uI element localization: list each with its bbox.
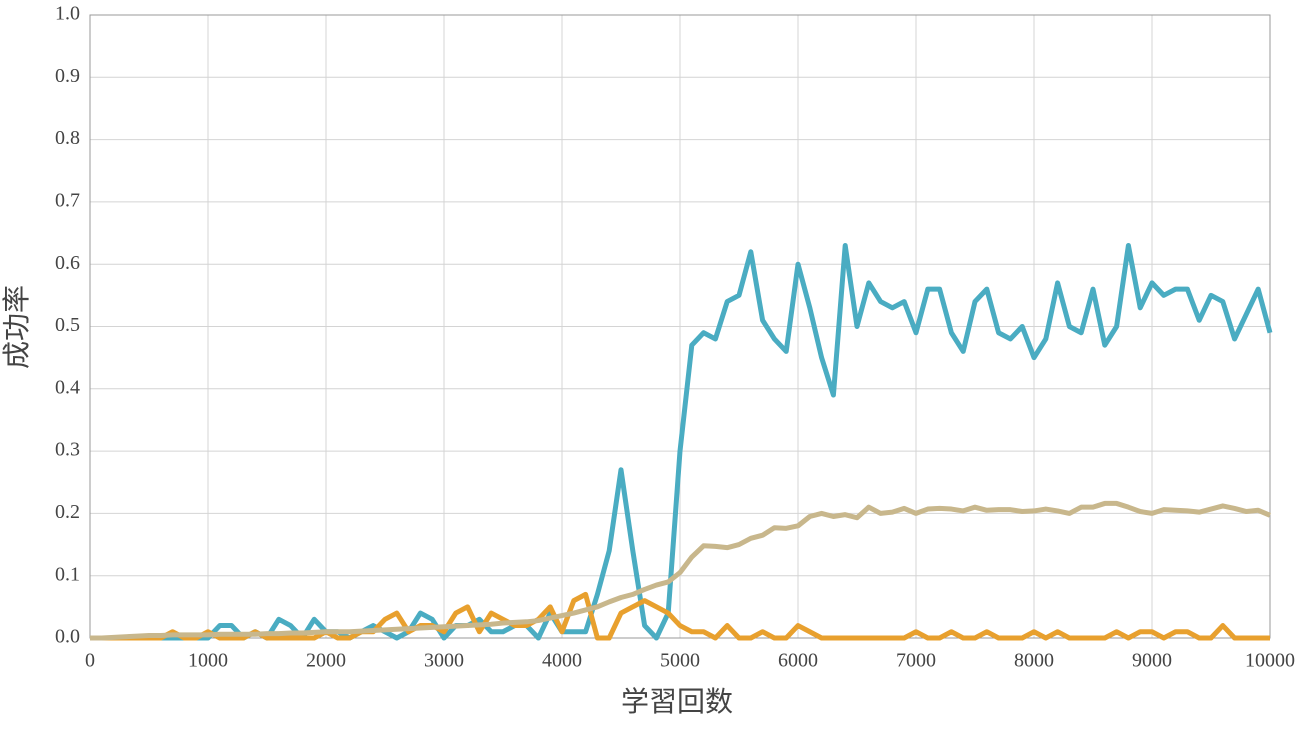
series-line: [90, 243, 1273, 641]
series-line: [90, 591, 1270, 641]
y-tick-label: 0.1: [55, 563, 80, 585]
x-tick-label: 8000: [1014, 650, 1054, 672]
x-tick-label: 4000: [542, 650, 582, 672]
x-tick-label: 2000: [306, 650, 346, 672]
x-tick-label: 10000: [1245, 650, 1295, 672]
x-axis-label: 学習回数: [621, 685, 733, 718]
y-tick-label: 0.0: [55, 626, 80, 648]
x-tick-label: 7000: [896, 650, 936, 672]
y-tick-label: 0.7: [55, 189, 80, 211]
x-tick-label: 9000: [1132, 650, 1172, 672]
y-tick-label: 1.0: [55, 3, 80, 25]
x-tick-label: 0: [85, 650, 95, 672]
y-tick-label: 0.6: [55, 252, 80, 274]
y-axis-label: 成功率: [0, 285, 33, 369]
x-tick-label: 5000: [660, 650, 700, 672]
y-tick-label: 0.9: [55, 65, 80, 87]
y-tick-label: 0.8: [55, 127, 80, 149]
x-tick-label: 1000: [188, 650, 228, 672]
series-line: [90, 500, 1271, 641]
y-tick-label: 0.2: [55, 501, 80, 523]
x-tick-label: 3000: [424, 650, 464, 672]
y-tick-label: 0.4: [55, 376, 80, 398]
y-tick-label: 0.3: [55, 439, 80, 461]
x-tick-label: 6000: [778, 650, 818, 672]
y-tick-label: 0.5: [55, 314, 80, 336]
